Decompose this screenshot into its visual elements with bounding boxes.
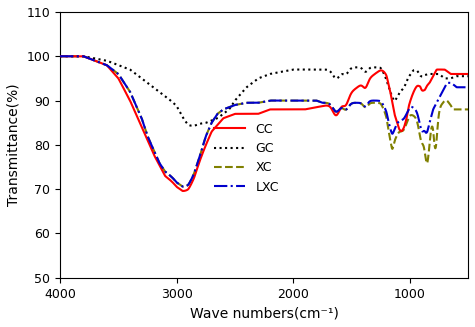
XC	[205, 130, 210, 134]
CC	[205, 139, 210, 143]
CC	[180, 189, 186, 193]
GC	[299, 68, 305, 72]
GC	[142, 79, 148, 83]
X-axis label: Wave numbers(cm⁻¹): Wave numbers(cm⁻¹)	[190, 306, 339, 320]
GC	[434, 72, 439, 76]
LXC	[180, 184, 186, 188]
Legend: CC, GC, XC, LXC: CC, GC, XC, LXC	[209, 118, 284, 198]
CC	[316, 105, 322, 109]
Line: LXC: LXC	[60, 56, 468, 186]
XC	[465, 108, 471, 112]
GC	[57, 54, 63, 58]
GC	[316, 68, 322, 72]
XC	[316, 100, 322, 104]
CC	[299, 108, 305, 112]
Y-axis label: Transmittance(%): Transmittance(%)	[7, 84, 21, 206]
Line: XC: XC	[60, 56, 468, 186]
LXC	[465, 85, 471, 89]
CC	[465, 72, 471, 76]
XC	[250, 101, 256, 105]
XC	[180, 184, 186, 188]
GC	[205, 120, 210, 124]
CC	[434, 68, 439, 72]
CC	[57, 54, 63, 58]
LXC	[434, 101, 439, 105]
GC	[465, 74, 471, 78]
LXC	[205, 130, 210, 134]
XC	[142, 127, 148, 131]
CC	[142, 133, 148, 137]
CC	[250, 112, 256, 116]
XC	[299, 99, 305, 103]
GC	[250, 81, 256, 85]
GC	[191, 124, 197, 128]
LXC	[316, 100, 322, 104]
LXC	[142, 127, 148, 131]
LXC	[57, 54, 63, 58]
LXC	[299, 99, 305, 103]
Line: GC: GC	[60, 56, 468, 126]
Line: CC: CC	[60, 56, 468, 191]
LXC	[250, 101, 256, 105]
XC	[434, 138, 439, 142]
XC	[57, 54, 63, 58]
